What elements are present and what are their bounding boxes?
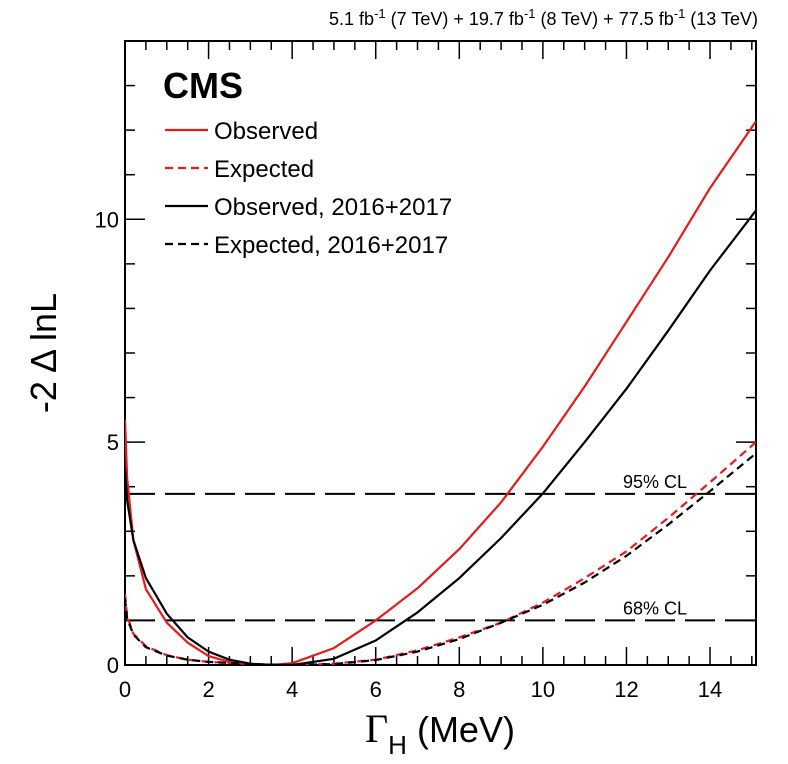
series-line [125, 209, 756, 665]
x-tick-label: 12 [614, 677, 638, 702]
cl-label: 95% CL [623, 472, 687, 492]
legend-label: Expected [214, 156, 314, 183]
tick-labels: 0 2 4 6 8 10 12 14 0 5 10 [95, 207, 723, 702]
legend: Observed Expected Observed, 2016+2017 Expec… [165, 118, 452, 259]
x-tick-label: 4 [286, 677, 298, 702]
y-tick-label: 10 [95, 207, 119, 232]
reference-lines: 95% CL 68% CL [125, 472, 756, 622]
x-tick-label: 6 [370, 677, 382, 702]
luminosity-label: 5.1 fb-1 (7 TeV) + 19.7 fb-1 (8 TeV) + 7… [329, 6, 758, 29]
x-tick-label: 14 [698, 677, 722, 702]
legend-label: Observed [214, 118, 318, 145]
curves [125, 120, 756, 665]
x-axis-label: ΓH (MeV) [365, 706, 515, 760]
series-line [125, 452, 756, 665]
experiment-label: CMS [163, 65, 243, 106]
series-line [125, 120, 756, 665]
axis-ticks [124, 40, 756, 666]
y-tick-label: 5 [107, 430, 119, 455]
x-tick-label: 8 [453, 677, 465, 702]
x-tick-label: 10 [531, 677, 555, 702]
y-tick-label: 0 [107, 653, 119, 678]
legend-label: Observed, 2016+2017 [214, 194, 452, 221]
cl-label: 68% CL [623, 598, 687, 618]
y-axis-label: -2 Δ lnL [23, 293, 64, 413]
legend-label: Expected, 2016+2017 [214, 232, 448, 259]
x-tick-label: 0 [119, 677, 131, 702]
x-tick-label: 2 [202, 677, 214, 702]
